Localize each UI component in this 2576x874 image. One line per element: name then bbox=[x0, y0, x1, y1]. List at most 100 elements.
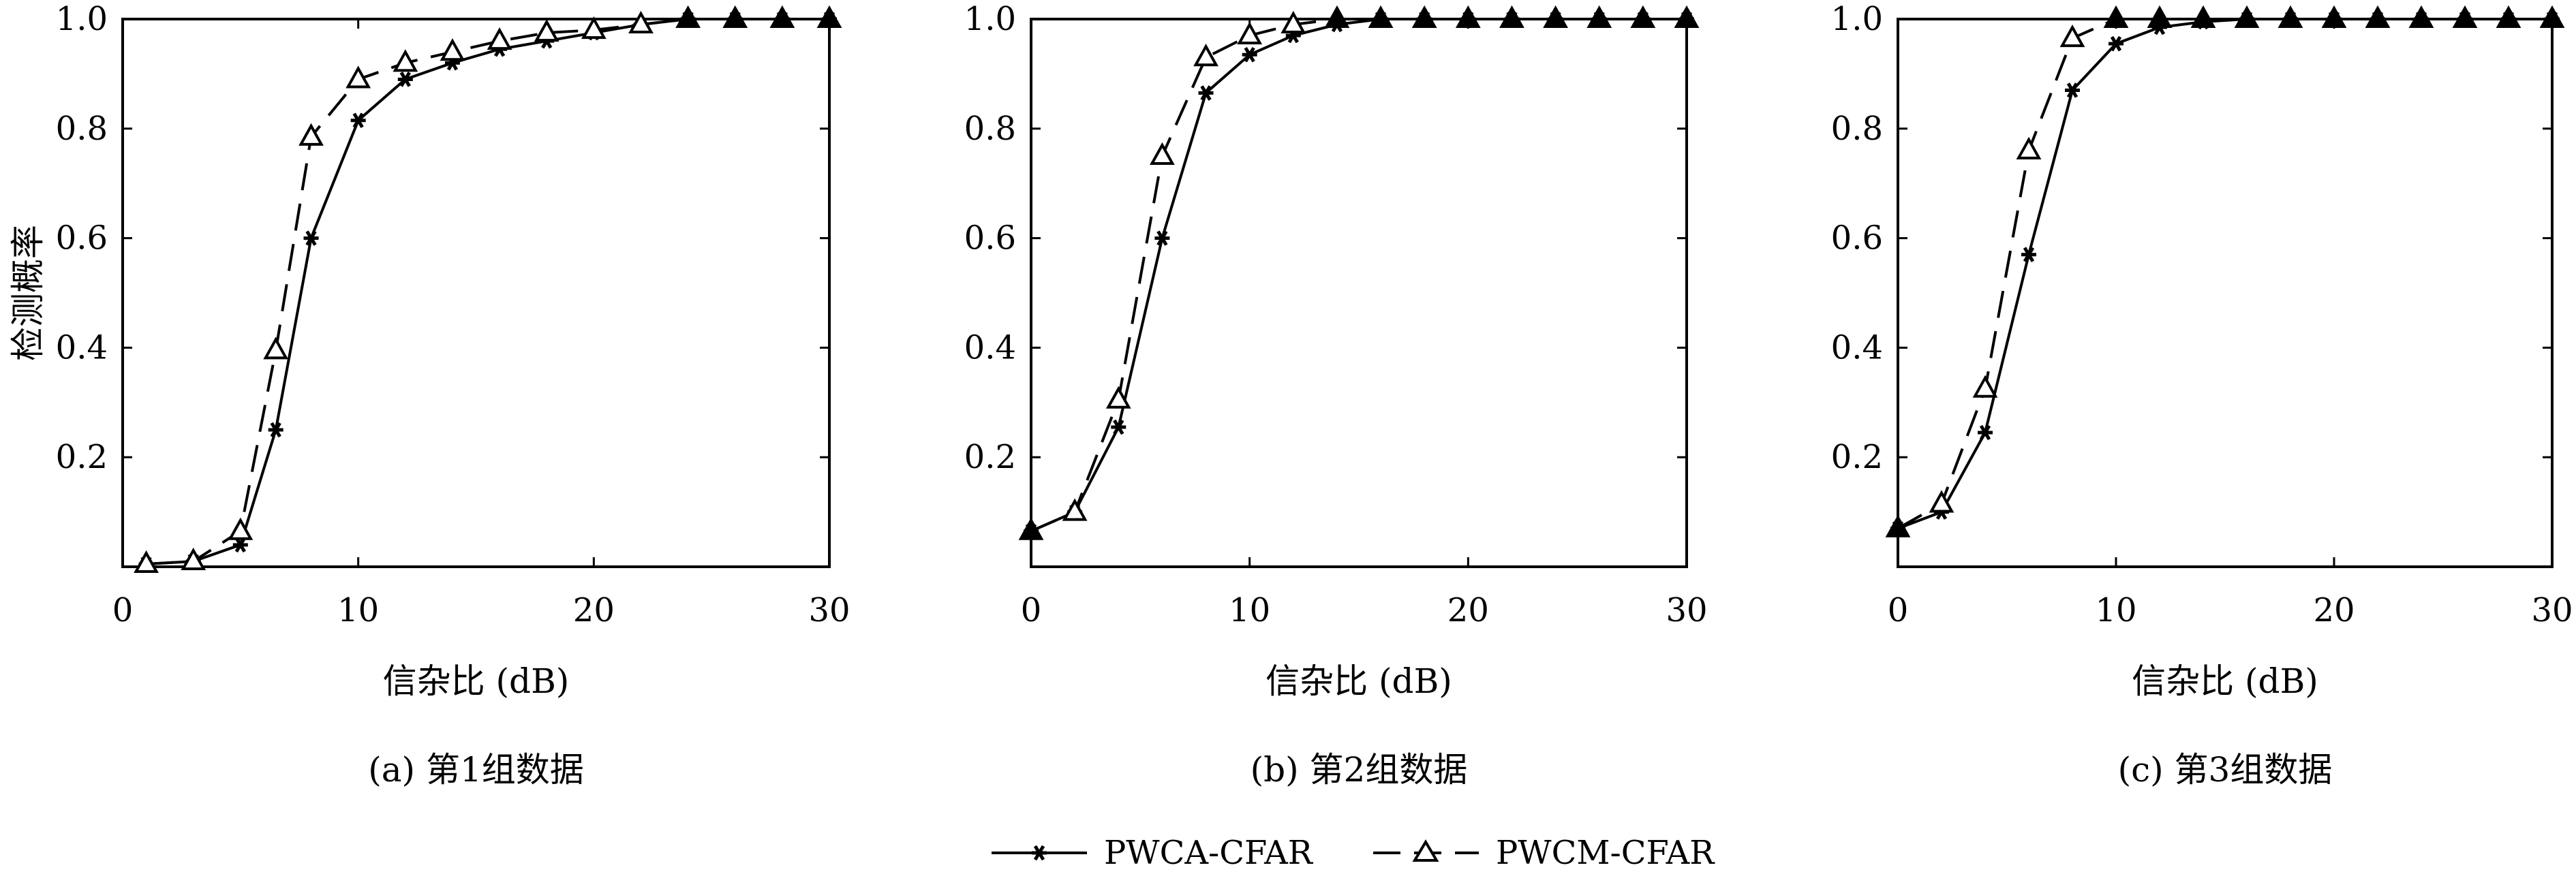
legend-label-pwca: PWCA-CFAR bbox=[1104, 834, 1314, 872]
x-tick-label: 30 bbox=[2531, 591, 2573, 629]
y-tick-label: 0.6 bbox=[1831, 219, 1883, 257]
x-axis-label: 信杂比 (dB) bbox=[383, 661, 570, 701]
data-point-pwcm bbox=[1237, 22, 1263, 45]
x-tick-label: 0 bbox=[1021, 591, 1042, 629]
data-point-pwcm bbox=[2190, 5, 2216, 28]
x-tick-label: 20 bbox=[2313, 591, 2355, 629]
series-line-pwcm bbox=[1897, 18, 2552, 530]
data-point-pwca-stroke bbox=[399, 72, 411, 87]
x-tick-label: 0 bbox=[1888, 591, 1909, 629]
data-point-pwcm bbox=[1281, 10, 1306, 34]
y-tick-label: 0.4 bbox=[56, 328, 108, 366]
y-tick-label: 0.4 bbox=[964, 328, 1016, 366]
data-point-pwcm bbox=[1674, 5, 1700, 28]
data-point-pwcm bbox=[2408, 5, 2434, 28]
series-line-pwca bbox=[1030, 18, 1687, 533]
data-point-pwca bbox=[1978, 424, 1993, 441]
data-point-pwca bbox=[2109, 35, 2123, 52]
data-point-pwcm bbox=[346, 65, 371, 89]
data-point-pwcm bbox=[181, 547, 206, 570]
data-point-pwca bbox=[2021, 247, 2036, 263]
x-tick-label: 10 bbox=[2095, 591, 2136, 629]
panel-caption: (a) 第1组数据 bbox=[368, 750, 584, 790]
data-point-pwca-stroke bbox=[270, 422, 281, 438]
series-line-pwcm bbox=[1030, 18, 1687, 533]
panel-caption: (b) 第2组数据 bbox=[1251, 750, 1468, 790]
data-point-pwca-stroke bbox=[1200, 85, 1212, 101]
plot-frame bbox=[1897, 18, 2554, 568]
data-point-pwcm bbox=[2321, 5, 2347, 28]
y-tick-label: 0.8 bbox=[56, 110, 108, 148]
data-point-pwcm bbox=[440, 38, 465, 61]
data-point-pwcm bbox=[1018, 517, 1044, 540]
data-point-pwca-stroke bbox=[1113, 419, 1124, 435]
data-point-pwcm bbox=[628, 10, 654, 34]
y-tick-label: 0.4 bbox=[1831, 328, 1883, 366]
y-tick-label: 1.0 bbox=[56, 0, 108, 38]
data-point-pwcm bbox=[2016, 136, 2042, 159]
x-tick-label: 0 bbox=[112, 591, 134, 629]
data-point-pwcm bbox=[228, 517, 254, 540]
data-point-pwca-stroke bbox=[352, 112, 364, 129]
x-tick-label: 20 bbox=[1447, 591, 1489, 629]
x-tick-label: 10 bbox=[337, 591, 379, 629]
y-tick-label: 0.6 bbox=[964, 219, 1016, 257]
chart-panel-3: 0 10 20 30 0.2 0.4 0.6 0.8 1.0 信杂比 (dB) (c) 第3组数据 bbox=[1831, 0, 2573, 790]
data-point-pwcm bbox=[2278, 5, 2303, 28]
legend-marker-asterisk bbox=[1032, 845, 1047, 861]
data-point-pwcm bbox=[534, 18, 559, 42]
y-tick-label: 0.2 bbox=[964, 438, 1016, 476]
data-point-pwcm bbox=[1324, 5, 1350, 28]
data-point-pwcm bbox=[2496, 5, 2521, 28]
data-point-pwca bbox=[1154, 230, 1170, 246]
data-point-pwca bbox=[350, 112, 366, 129]
x-axis-label: 信杂比 (dB) bbox=[2132, 661, 2318, 701]
data-point-pwcm bbox=[2103, 5, 2129, 28]
x-tick-label: 30 bbox=[808, 591, 850, 629]
data-point-pwca bbox=[1111, 419, 1126, 435]
data-point-pwcm bbox=[1411, 5, 1437, 28]
data-point-pwcm bbox=[581, 16, 607, 40]
legend-label-pwcm: PWCM-CFAR bbox=[1496, 834, 1715, 872]
data-point-pwcm bbox=[1368, 5, 1394, 28]
data-point-pwcm bbox=[1150, 142, 1175, 165]
data-point-pwcm bbox=[263, 337, 289, 360]
data-point-pwcm bbox=[2234, 5, 2260, 28]
y-tick-label: 1.0 bbox=[1831, 0, 1883, 38]
data-point-pwcm bbox=[2452, 5, 2478, 28]
data-point-pwca-stroke bbox=[1156, 230, 1168, 246]
y-tick-label: 0.8 bbox=[964, 110, 1016, 148]
data-point-pwca-stroke bbox=[2110, 35, 2122, 52]
data-point-pwcm bbox=[1105, 386, 1131, 409]
y-tick-label: 0.8 bbox=[1831, 110, 1883, 148]
data-point-pwca bbox=[2065, 82, 2080, 98]
data-point-pwcm bbox=[2059, 25, 2085, 48]
plot-frame bbox=[121, 18, 831, 568]
data-point-pwca-stroke bbox=[2023, 247, 2035, 263]
data-point-pwca bbox=[1242, 46, 1257, 63]
data-point-pwcm bbox=[1193, 44, 1218, 67]
series-line-pwcm bbox=[146, 18, 829, 565]
data-point-pwca-stroke bbox=[1244, 46, 1255, 63]
data-point-pwcm bbox=[1062, 498, 1088, 521]
data-point-pwcm bbox=[487, 27, 512, 50]
data-point-pwcm bbox=[1972, 375, 1998, 398]
data-point-pwcm bbox=[2365, 5, 2391, 28]
data-point-pwcm bbox=[722, 5, 748, 28]
data-point-pwcm bbox=[1885, 514, 1911, 537]
x-axis-label: 信杂比 (dB) bbox=[1266, 661, 1452, 701]
y-tick-label: 1.0 bbox=[964, 0, 1016, 38]
chart-panel-1: 0 10 20 30 0.2 0.4 0.6 0.8 1.0 信杂比 (dB) 检测概率 (a) 第1… bbox=[8, 0, 850, 790]
data-point-pwca bbox=[397, 72, 413, 87]
data-point-pwca bbox=[232, 537, 248, 553]
x-tick-label: 10 bbox=[1229, 591, 1270, 629]
data-point-pwcm bbox=[1630, 5, 1656, 28]
data-point-pwcm bbox=[1929, 490, 1954, 513]
data-point-pwcm bbox=[298, 123, 324, 146]
data-point-pwcm bbox=[1499, 5, 1524, 28]
data-point-pwcm bbox=[134, 550, 159, 573]
data-point-pwcm bbox=[393, 49, 418, 72]
y-tick-label: 0.2 bbox=[56, 438, 108, 476]
y-tick-label: 0.2 bbox=[1831, 438, 1883, 476]
